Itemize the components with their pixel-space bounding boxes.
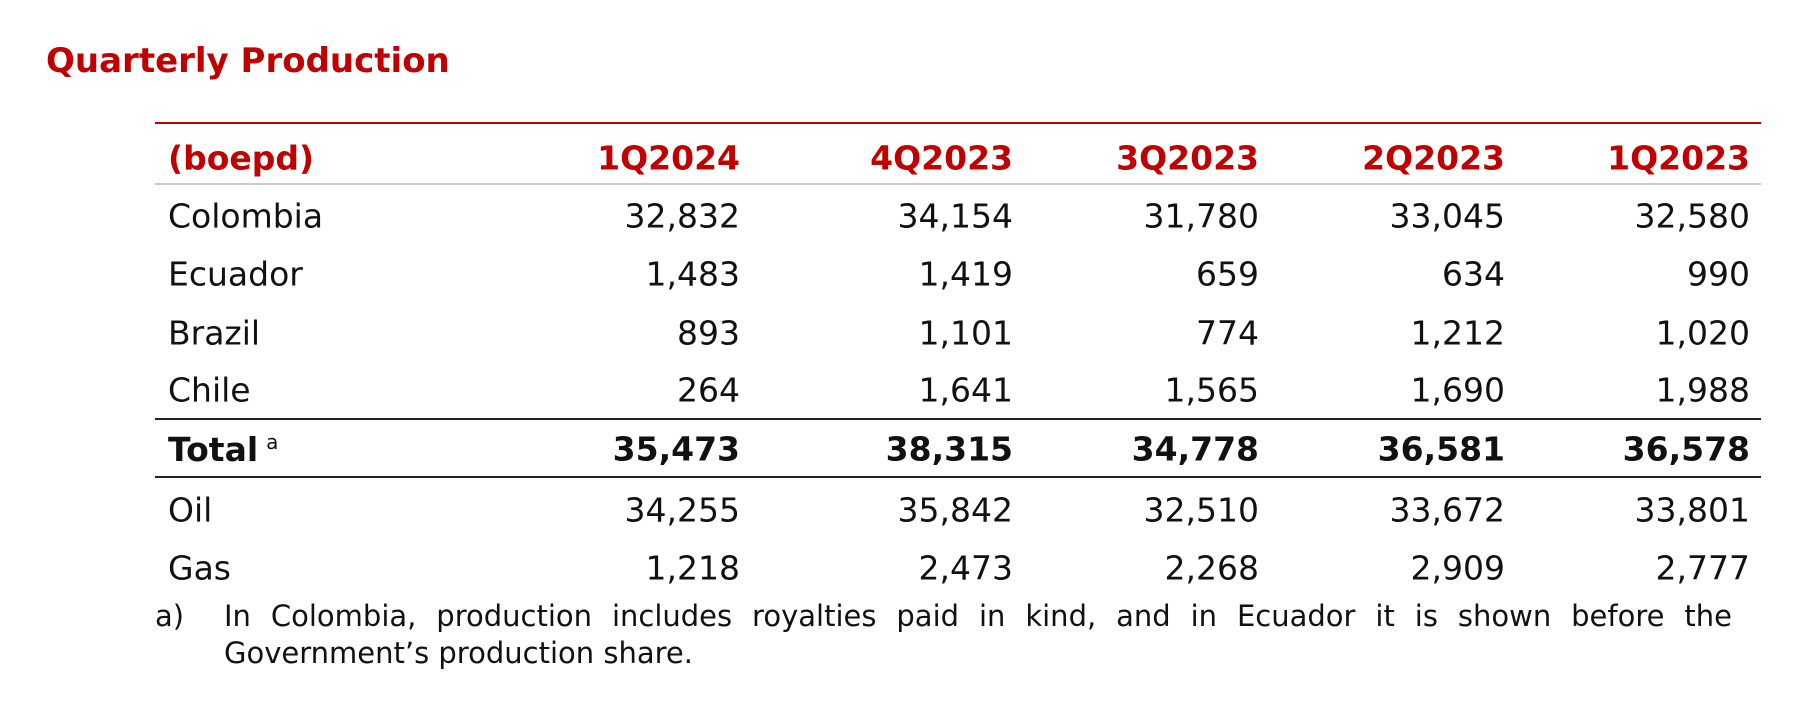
- header-value: 1Q2023: [1607, 138, 1750, 178]
- total-value: 36,581: [1377, 429, 1505, 469]
- row-value: 1,419: [918, 254, 1013, 294]
- total-top-rule: [155, 418, 1761, 420]
- row-value: 33,045: [1389, 196, 1505, 236]
- row-value: 1,020: [1655, 313, 1750, 353]
- split-row-value: 2,909: [1410, 548, 1505, 588]
- header-label: (boepd): [168, 138, 315, 178]
- row-value: 32,580: [1634, 196, 1750, 236]
- row-value: 893: [677, 313, 740, 353]
- row-value: 1,101: [918, 313, 1013, 353]
- row-value: 659: [1196, 254, 1259, 294]
- split-row-label: Gas: [168, 548, 231, 588]
- header-value: 2Q2023: [1362, 138, 1505, 178]
- row-value: 990: [1687, 254, 1750, 294]
- split-row-value: 34,255: [624, 490, 740, 530]
- split-row-value: 33,672: [1389, 490, 1505, 530]
- title: Quarterly Production: [46, 41, 450, 81]
- header-value: 4Q2023: [870, 138, 1013, 178]
- header-value: 3Q2023: [1116, 138, 1259, 178]
- row-value: 1,483: [645, 254, 740, 294]
- row-value: 1,641: [918, 370, 1013, 410]
- row-value: 34,154: [897, 196, 1013, 236]
- row-value: 1,988: [1655, 370, 1750, 410]
- row-value: 31,780: [1143, 196, 1259, 236]
- split-row-value: 33,801: [1634, 490, 1750, 530]
- row-value: 1,565: [1164, 370, 1259, 410]
- split-row-label: Oil: [168, 490, 213, 530]
- total-note: a: [266, 430, 279, 454]
- row-label: Ecuador: [168, 254, 303, 294]
- footnote-text: In Colombia, production includes royalti…: [224, 599, 1732, 670]
- header-rule: [155, 183, 1761, 185]
- footnote-marker: a): [155, 599, 185, 633]
- row-value: 1,690: [1410, 370, 1505, 410]
- total-value: 38,315: [885, 429, 1013, 469]
- total-value: 34,778: [1131, 429, 1259, 469]
- row-value: 32,832: [624, 196, 740, 236]
- total-label: Total a: [168, 430, 279, 469]
- row-value: 634: [1442, 254, 1505, 294]
- row-label: Colombia: [168, 196, 324, 236]
- row-value: 1,212: [1410, 313, 1505, 353]
- total-value: 35,473: [612, 429, 740, 469]
- row-value: 264: [677, 370, 740, 410]
- split-row-value: 2,473: [918, 548, 1013, 588]
- split-row-value: 2,777: [1655, 548, 1750, 588]
- header-value: 1Q2024: [597, 138, 740, 178]
- row-value: 774: [1196, 313, 1259, 353]
- total-value: 36,578: [1622, 429, 1750, 469]
- split-row-value: 1,218: [645, 548, 740, 588]
- split-row-value: 2,268: [1164, 548, 1259, 588]
- top-rule: [155, 122, 1761, 124]
- total-bottom-rule: [155, 476, 1761, 478]
- row-label: Chile: [168, 370, 251, 410]
- split-row-value: 35,842: [897, 490, 1013, 530]
- row-label: Brazil: [168, 313, 261, 353]
- split-row-value: 32,510: [1143, 490, 1259, 530]
